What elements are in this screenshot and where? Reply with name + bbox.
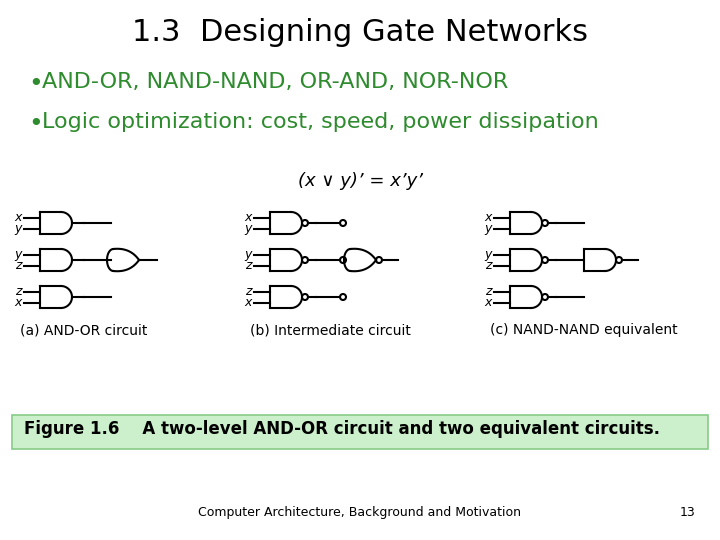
Text: x: x <box>485 211 492 224</box>
Text: y: y <box>245 248 252 261</box>
FancyBboxPatch shape <box>12 415 708 449</box>
Text: x: x <box>485 296 492 309</box>
Text: y: y <box>14 248 22 261</box>
Text: •: • <box>28 72 42 96</box>
Text: (c) NAND-NAND equivalent: (c) NAND-NAND equivalent <box>490 323 678 337</box>
Text: Computer Architecture, Background and Motivation: Computer Architecture, Background and Mo… <box>199 506 521 519</box>
Text: y: y <box>14 222 22 235</box>
Text: x: x <box>245 296 252 309</box>
Text: y: y <box>485 222 492 235</box>
Text: z: z <box>485 259 492 272</box>
Text: x: x <box>14 296 22 309</box>
Text: y: y <box>245 222 252 235</box>
Text: (a) AND-OR circuit: (a) AND-OR circuit <box>20 323 148 337</box>
Text: Logic optimization: cost, speed, power dissipation: Logic optimization: cost, speed, power d… <box>42 112 599 132</box>
Text: z: z <box>485 285 492 298</box>
Text: 1.3  Designing Gate Networks: 1.3 Designing Gate Networks <box>132 18 588 47</box>
Text: (b) Intermediate circuit: (b) Intermediate circuit <box>250 323 411 337</box>
Text: (x ∨ y)’ = x’y’: (x ∨ y)’ = x’y’ <box>297 172 423 190</box>
Text: x: x <box>14 211 22 224</box>
Text: Figure 1.6    A two-level AND-OR circuit and two equivalent circuits.: Figure 1.6 A two-level AND-OR circuit an… <box>24 420 660 438</box>
Text: z: z <box>16 285 22 298</box>
Text: AND-OR, NAND-NAND, OR-AND, NOR-NOR: AND-OR, NAND-NAND, OR-AND, NOR-NOR <box>42 72 508 92</box>
Text: y: y <box>485 248 492 261</box>
Text: 13: 13 <box>679 506 695 519</box>
Text: •: • <box>28 112 42 136</box>
Text: z: z <box>246 259 252 272</box>
Text: z: z <box>246 285 252 298</box>
Text: z: z <box>16 259 22 272</box>
Text: x: x <box>245 211 252 224</box>
